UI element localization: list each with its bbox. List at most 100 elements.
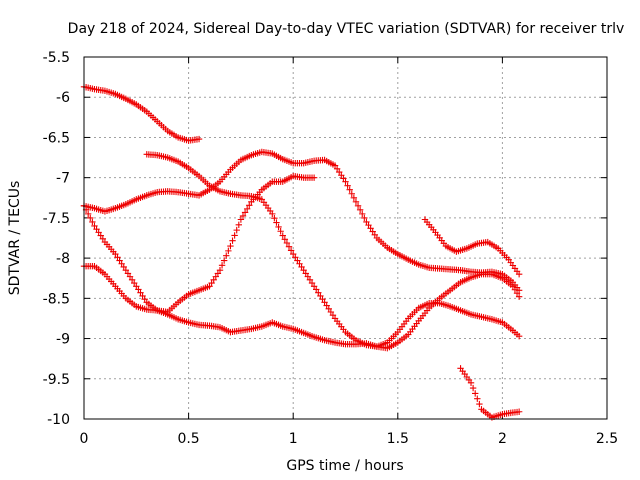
data-point (273, 219, 280, 226)
data-point (277, 228, 284, 235)
data-point (300, 266, 307, 274)
y-axis-label: SDTVAR / TECUs (7, 181, 23, 296)
series-arc-3 (80, 148, 523, 294)
data-point (275, 223, 282, 231)
data-point (225, 247, 232, 255)
data-point (361, 214, 368, 222)
data-point (472, 390, 479, 397)
data-point (352, 198, 360, 205)
data-point (476, 400, 483, 408)
data-point (269, 210, 276, 218)
data-point (233, 226, 240, 234)
data-point (290, 250, 297, 258)
data-point (354, 202, 362, 210)
data-point (112, 250, 119, 258)
data-point (223, 252, 230, 259)
series-arc-6 (421, 216, 523, 278)
data-point (511, 286, 519, 293)
data-point (310, 283, 318, 290)
data-point (304, 273, 312, 280)
data-point (206, 283, 213, 290)
data-point (367, 225, 374, 232)
data-point (208, 279, 215, 287)
data-point (474, 395, 481, 402)
data-point (246, 202, 253, 209)
data-point (287, 247, 295, 254)
data-point (220, 257, 228, 264)
data-point (515, 293, 523, 300)
grid-layer (84, 57, 607, 419)
data-point (212, 273, 219, 280)
data-point (271, 215, 278, 222)
data-point (363, 218, 370, 226)
data-point (95, 229, 102, 236)
data-point (239, 212, 247, 220)
x-tick-label: 2 (498, 431, 507, 447)
data-point (313, 286, 320, 293)
data-point (346, 186, 353, 193)
data-point (128, 276, 136, 284)
y-tick-label: -10 (47, 412, 70, 428)
data-point (348, 190, 355, 197)
data-point (120, 263, 127, 271)
data-point (356, 206, 364, 214)
x-tick-label: 0.5 (177, 431, 199, 447)
data-point (285, 243, 293, 250)
data-point (371, 231, 378, 238)
series-arc-2 (143, 151, 523, 350)
data-point (227, 242, 234, 250)
data-point (87, 214, 94, 222)
data-point (513, 290, 521, 297)
x-tick-label: 0 (80, 431, 89, 447)
series-arc-1 (80, 83, 203, 144)
data-point (467, 379, 475, 386)
y-tick-label: -9 (56, 332, 70, 348)
data-point (515, 332, 523, 340)
data-point (243, 205, 251, 213)
y-tick-label: -8.5 (43, 291, 70, 307)
series-arc-5 (80, 172, 318, 316)
data-point (235, 221, 243, 229)
data-point (91, 222, 98, 230)
data-point (139, 292, 146, 300)
data-point (333, 165, 341, 173)
data-point (319, 295, 326, 303)
data-point (329, 312, 337, 319)
series-arc-4 (80, 262, 523, 352)
data-point (122, 266, 130, 274)
x-axis-label: GPS time / hours (286, 458, 403, 474)
data-point (365, 221, 372, 229)
data-point (216, 266, 224, 274)
y-tick-label: -8 (56, 251, 70, 267)
data-points (80, 83, 523, 421)
data-point (283, 239, 291, 247)
x-tick-label: 2.5 (596, 431, 618, 447)
data-point (327, 308, 335, 316)
y-tick-label: -7.5 (43, 211, 70, 227)
data-point (210, 276, 217, 284)
data-point (369, 228, 376, 235)
data-point (292, 254, 299, 261)
x-tick-label: 1.5 (387, 431, 409, 447)
data-point (342, 178, 349, 185)
data-point (124, 270, 132, 277)
data-point (325, 305, 332, 312)
chart-title: Day 218 of 2024, Sidereal Day-to-day VTE… (68, 21, 625, 37)
data-point (231, 232, 238, 239)
data-point (137, 289, 144, 296)
data-point (118, 260, 125, 267)
data-point (359, 210, 366, 218)
data-point (84, 210, 92, 218)
data-point (509, 283, 517, 290)
y-tick-label: -9.5 (43, 372, 70, 388)
data-point (338, 172, 345, 179)
data-point (116, 257, 123, 264)
data-point (241, 209, 249, 216)
data-point (93, 225, 100, 233)
y-tick-label: -5.5 (43, 50, 70, 66)
data-point (229, 237, 236, 244)
data-point (344, 182, 351, 189)
data-point (214, 270, 222, 277)
data-point (515, 408, 523, 415)
data-point (302, 270, 309, 277)
